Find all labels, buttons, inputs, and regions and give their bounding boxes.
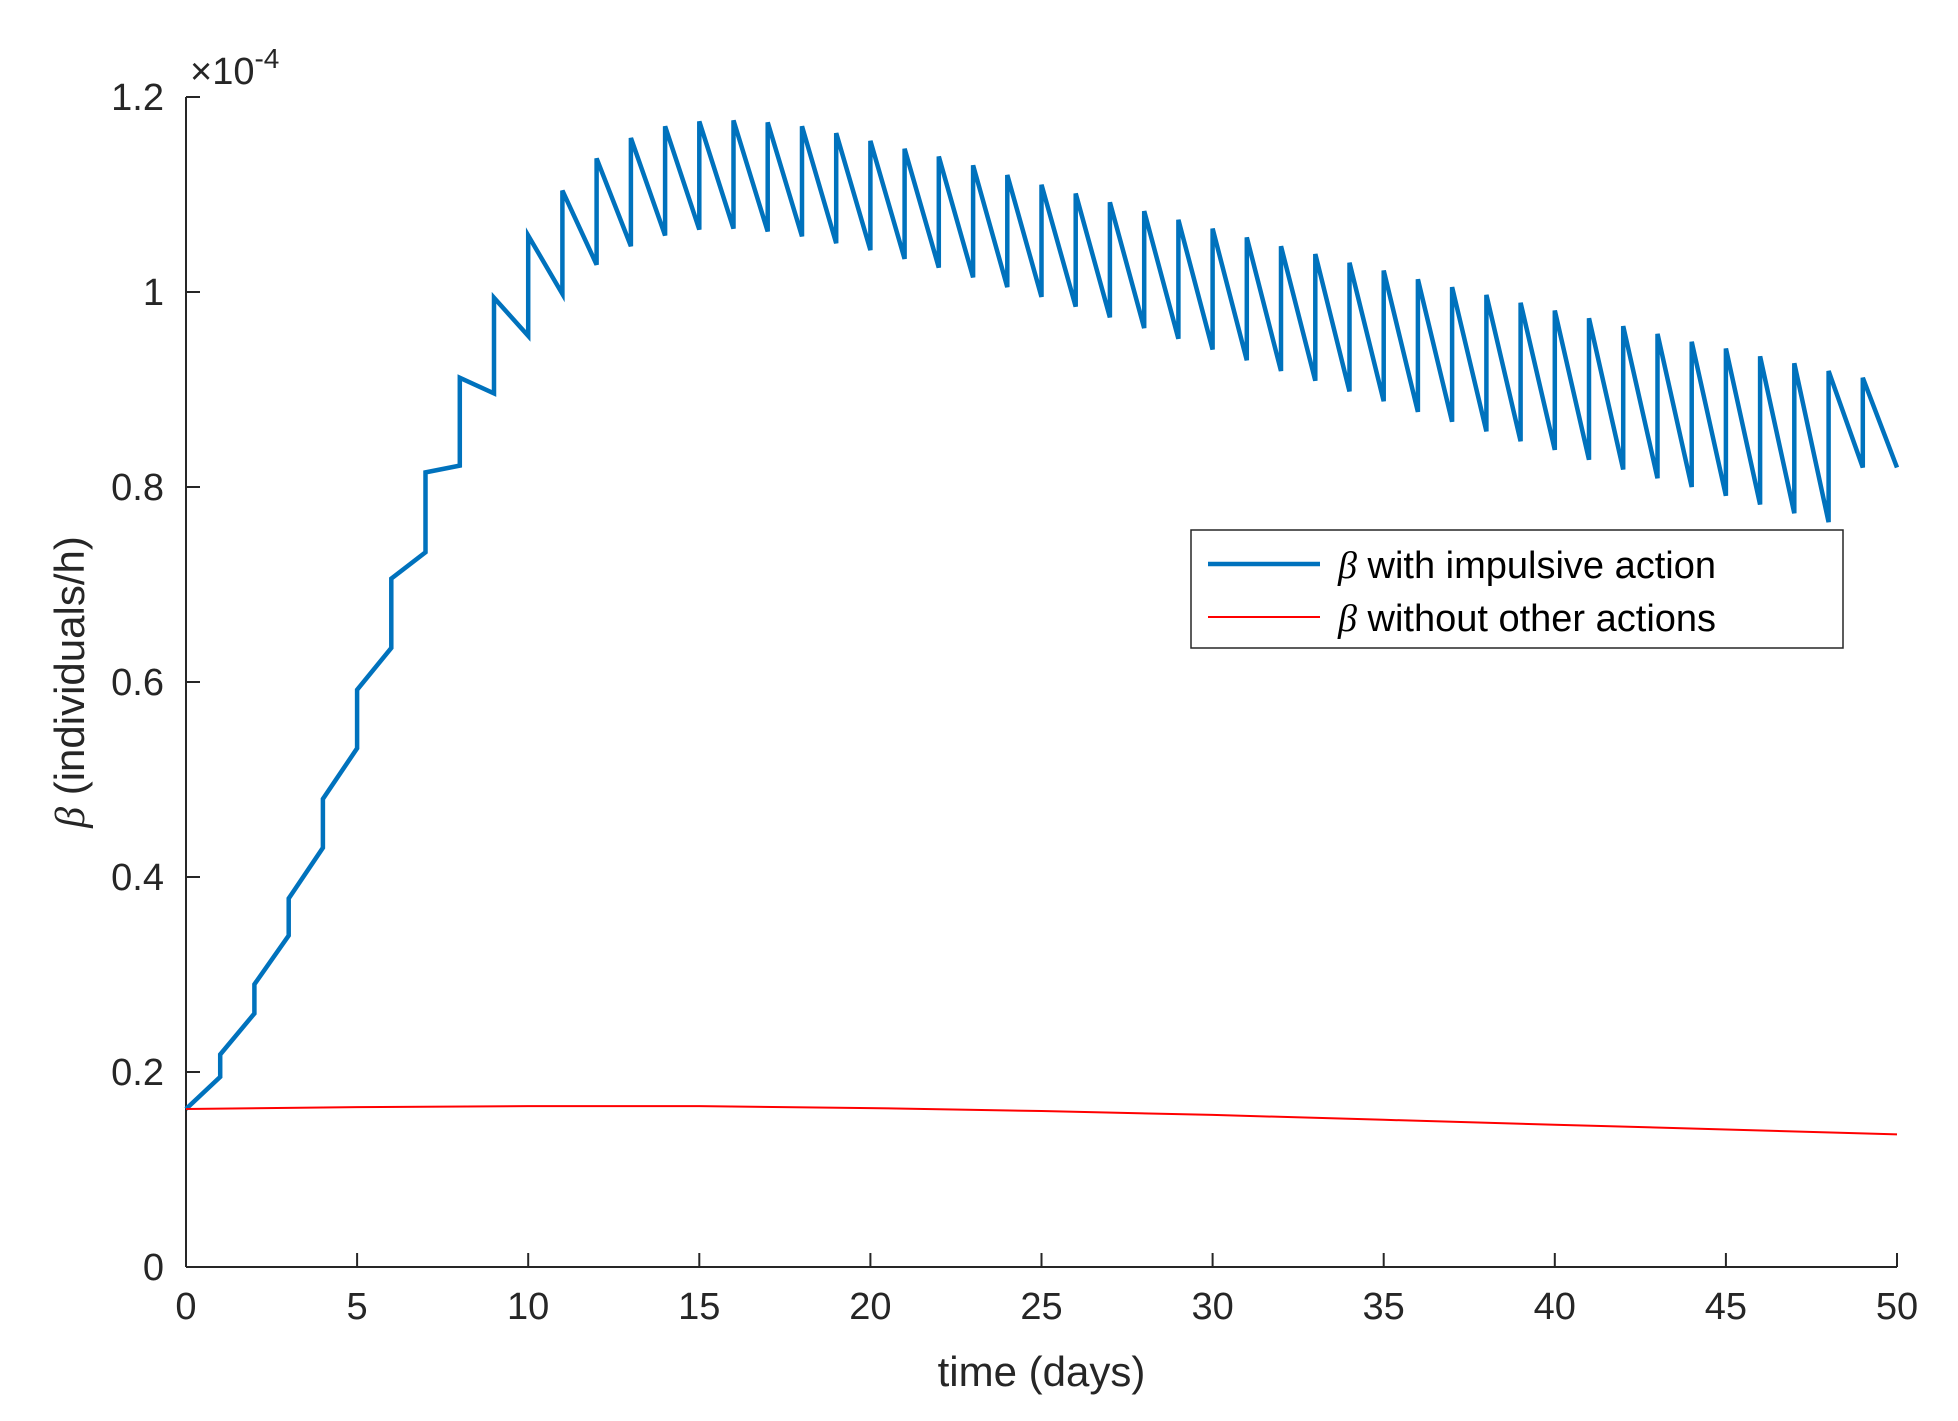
x-tick-label: 10 bbox=[507, 1286, 549, 1328]
legend-entry-no-action: β without other actions bbox=[1337, 598, 1716, 640]
series-layer bbox=[184, 119, 1900, 1136]
legend-symbol-no-action: β bbox=[1337, 598, 1357, 640]
y-scale-factor: ×10-4 bbox=[190, 43, 279, 93]
y-tick-label: 0.6 bbox=[111, 662, 164, 704]
y-tick-label: 0.8 bbox=[111, 467, 164, 509]
x-tick-label: 0 bbox=[175, 1286, 196, 1328]
x-tick-label: 20 bbox=[849, 1286, 891, 1328]
series-line-no-action bbox=[185, 1105, 1898, 1136]
y-scale-prefix: ×10 bbox=[190, 51, 254, 93]
x-tick-label: 30 bbox=[1191, 1286, 1233, 1328]
legend-symbol-impulsive: β bbox=[1337, 545, 1357, 587]
x-axis-ticks: 0 5 10 15 20 25 30 35 40 45 50 bbox=[175, 1253, 1918, 1328]
y-scale-exponent: -4 bbox=[254, 43, 279, 74]
x-tick-label: 5 bbox=[347, 1286, 368, 1328]
x-tick-label: 50 bbox=[1876, 1286, 1918, 1328]
y-tick-label: 0 bbox=[143, 1247, 164, 1289]
y-tick-label: 1 bbox=[143, 272, 164, 314]
y-axis-title: β (individuals/h) bbox=[46, 536, 94, 829]
x-tick-label: 25 bbox=[1020, 1286, 1062, 1328]
y-tick-label: 0.2 bbox=[111, 1052, 164, 1094]
x-tick-label: 15 bbox=[678, 1286, 720, 1328]
y-axis-title-symbol: β bbox=[48, 807, 94, 829]
x-axis-title: time (days) bbox=[938, 1348, 1146, 1395]
y-tick-label: 0.4 bbox=[111, 857, 164, 899]
y-tick-label: 1.2 bbox=[111, 77, 164, 119]
legend-label-impulsive: with impulsive action bbox=[1367, 545, 1716, 587]
x-tick-label: 45 bbox=[1705, 1286, 1747, 1328]
legend-entry-impulsive: β with impulsive action bbox=[1337, 545, 1716, 587]
y-axis-title-text: (individuals/h) bbox=[46, 536, 93, 795]
plot-area: 0 5 10 15 20 25 30 35 40 45 50 0 0.2 0.4 0.6 0.8 1 1.2 bbox=[111, 77, 1918, 1328]
series-line-impulsive bbox=[184, 119, 1900, 1111]
x-tick-label: 35 bbox=[1363, 1286, 1405, 1328]
x-tick-label: 40 bbox=[1534, 1286, 1576, 1328]
legend-label-no-action: without other actions bbox=[1367, 598, 1717, 640]
y-axis-ticks: 0 0.2 0.4 0.6 0.8 1 1.2 bbox=[111, 77, 200, 1289]
legend: β with impulsive action β without other … bbox=[1190, 529, 1844, 649]
legend-box bbox=[1190, 529, 1844, 649]
